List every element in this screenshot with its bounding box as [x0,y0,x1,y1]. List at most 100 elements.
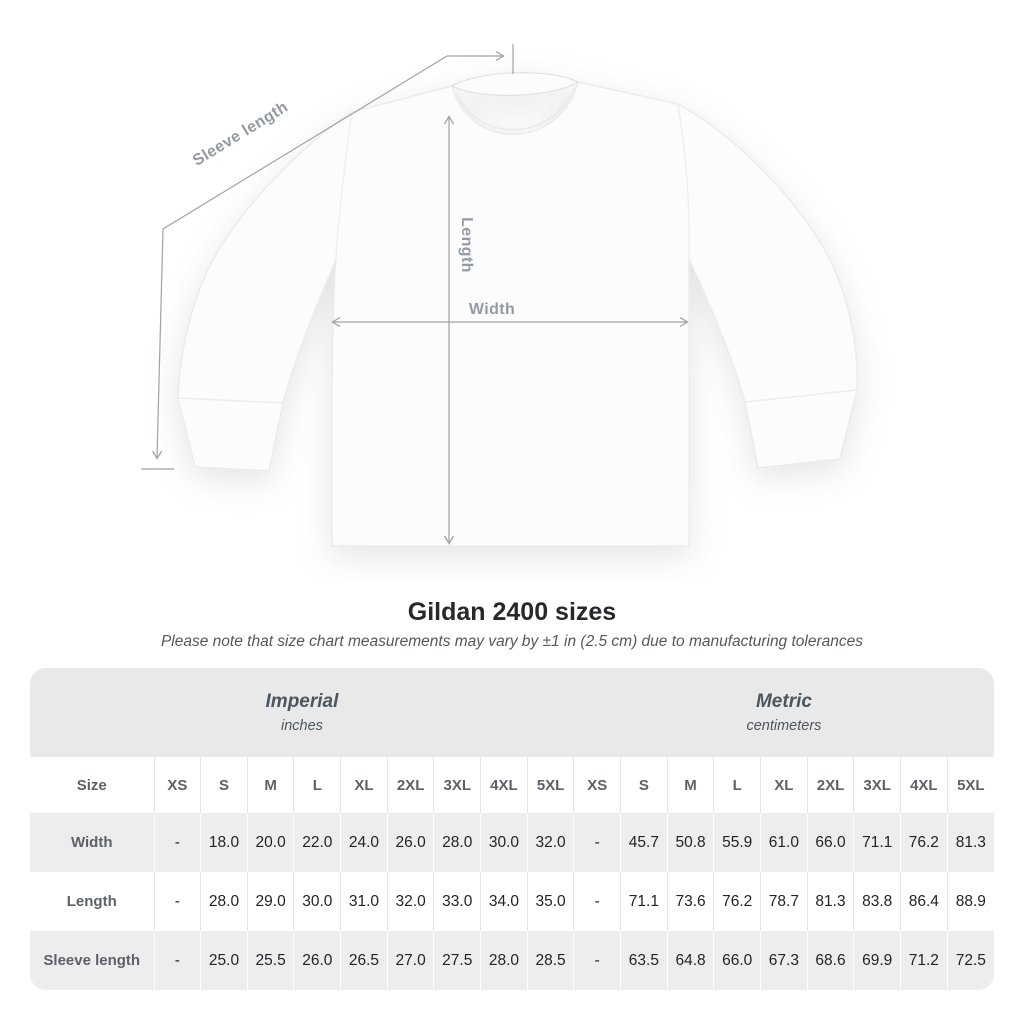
width-label: Width [469,301,515,318]
size-header-imperial-l: L [293,757,341,813]
size-header-imperial-5xl: 5XL [526,757,574,813]
measurement-cell: 86.4 [900,872,948,931]
size-header-imperial-4xl: 4XL [480,757,528,813]
measurement-cell: 31.0 [340,872,388,931]
size-column-header: Size [30,757,154,813]
page-title: Gildan 2400 sizes [407,598,617,626]
size-chart-table: Imperial inches Metric centimeters Size … [30,668,994,990]
measurement-row-sleeve-length: Sleeve length - 25.0 25.5 26.0 26.5 27.0… [30,931,994,990]
size-header-imperial-2xl: 2XL [386,757,434,813]
measurement-cell: 28.0 [200,872,248,931]
measurement-cell: 29.0 [246,872,294,931]
measurement-cell: 30.0 [480,813,528,872]
shirt-collar-seam [455,87,575,131]
measurement-cell: 81.3 [806,872,854,931]
measurement-cell: 67.3 [760,931,808,990]
shirt-left-armhole-seam [335,111,353,260]
size-header-metric-xs: XS [573,757,621,813]
shirt-body [177,81,858,547]
measurement-cell: 25.5 [246,931,294,990]
size-header-metric-2xl: 2XL [806,757,854,813]
size-header-imperial-xs: XS [153,757,201,813]
measurement-cell: 83.8 [853,872,901,931]
measurement-cell: 26.0 [386,813,434,872]
measurement-cell: 81.3 [946,813,994,872]
measurement-cell: 76.2 [713,872,761,931]
sleeve-length-label: Sleeve length [190,99,291,170]
size-chart-table-container: Imperial inches Metric centimeters Size … [30,668,994,990]
measurement-cell: 71.1 [620,872,668,931]
unit-name-metric: Metric [755,691,812,712]
measurement-cell: 27.5 [433,931,481,990]
unit-group-imperial: Imperial inches [30,668,574,757]
size-header-metric-5xl: 5XL [946,757,994,813]
size-header-metric-l: L [713,757,761,813]
measurement-cell: 26.0 [293,931,341,990]
size-header-imperial-m: M [246,757,294,813]
row-label-length: Length [30,872,154,931]
measurement-cell: 68.6 [806,931,854,990]
size-header-metric-4xl: 4XL [900,757,948,813]
measurement-cell: 64.8 [666,931,714,990]
measurement-cell: 50.8 [666,813,714,872]
measurement-cell: 34.0 [480,872,528,931]
measurement-cell: 22.0 [293,813,341,872]
measurement-cell: 28.0 [480,931,528,990]
measurement-cell: 66.0 [806,813,854,872]
shirt-collar-back [450,72,580,96]
unit-sub-inches: inches [280,718,323,734]
measurement-cell: 28.0 [433,813,481,872]
unit-group-metric: Metric centimeters [573,668,994,757]
measurement-cell: 72.5 [946,931,994,990]
measurement-cell: 73.6 [666,872,714,931]
tolerance-note: Please note that size chart measurements… [160,633,864,650]
measurement-cell: 88.9 [946,872,994,931]
measurement-cell: 61.0 [760,813,808,872]
measurement-cell: - [573,931,621,990]
measurement-cell: 55.9 [713,813,761,872]
unit-name-imperial: Imperial [265,691,339,712]
size-header-metric-xl: XL [760,757,808,813]
measurement-cell: 20.0 [246,813,294,872]
shirt-left-cuff-seam [177,397,284,404]
row-label-sleeve-length: Sleeve length [30,931,154,990]
size-header-metric-m: M [666,757,714,813]
measurement-cell: 45.7 [620,813,668,872]
measurement-cell: 30.0 [293,872,341,931]
size-header-imperial-xl: XL [340,757,388,813]
measurement-cell: - [573,813,621,872]
measurement-cell: 25.0 [200,931,248,990]
measurement-cell: 24.0 [340,813,388,872]
measurement-row-width: Width - 18.0 20.0 22.0 24.0 26.0 28.0 30… [30,813,994,872]
measurement-cell: 18.0 [200,813,248,872]
size-header-metric-s: S [620,757,668,813]
measurement-cell: 63.5 [620,931,668,990]
long-sleeve-shirt-illustration [177,72,858,547]
shirt-diagram-svg: Sleeve length Length Width [141,44,858,547]
size-header-row: Size XS S M L XL 2XL 3XL 4XL 5XL XS S M … [30,757,994,813]
measurement-cell: 76.2 [900,813,948,872]
measurement-cell: 33.0 [433,872,481,931]
shirt-right-armhole-seam [677,103,690,260]
measurement-cell: 28.5 [526,931,574,990]
shirt-measurement-diagram: Sleeve length Length Width [141,44,858,547]
measurement-cell: 78.7 [760,872,808,931]
size-header-imperial-s: S [200,757,248,813]
unit-header-row: Imperial inches Metric centimeters [30,668,994,757]
length-label: Length [458,217,475,273]
heading-block: Gildan 2400 sizes Please note that size … [0,598,1024,651]
measurement-cell: 32.0 [386,872,434,931]
measurement-cell: 71.1 [853,813,901,872]
measurement-cell: 26.5 [340,931,388,990]
measurement-cell: 69.9 [853,931,901,990]
row-label-width: Width [30,813,154,872]
measurement-cell: 32.0 [526,813,574,872]
measurement-cell: - [153,872,201,931]
measurement-cell: - [573,872,621,931]
measurement-row-length: Length - 28.0 29.0 30.0 31.0 32.0 33.0 3… [30,872,994,931]
measurement-cell: 71.2 [900,931,948,990]
measurement-cell: 27.0 [386,931,434,990]
measurement-cell: 66.0 [713,931,761,990]
measurement-cell: 35.0 [526,872,574,931]
shirt-right-cuff-seam [744,389,858,403]
